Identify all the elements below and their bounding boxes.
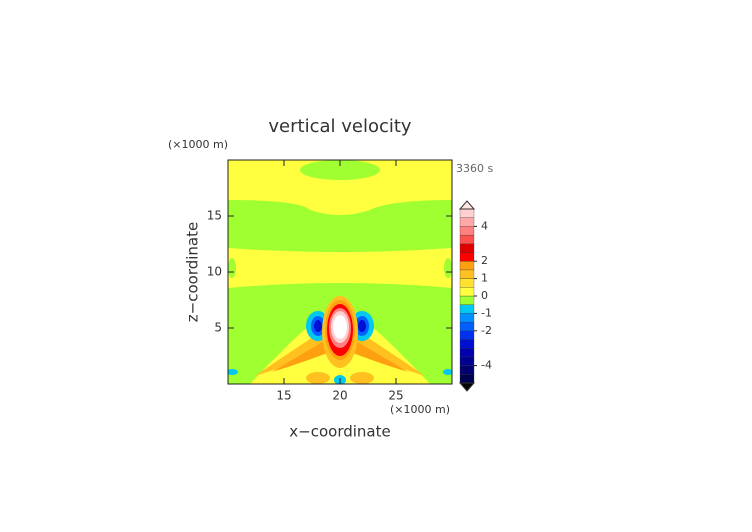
- colorbar-segment: [459, 252, 475, 262]
- y-unit-label: (×1000 m): [168, 138, 228, 151]
- chart-title: vertical velocity: [268, 116, 412, 137]
- x-tick-label: 20: [332, 389, 347, 403]
- colorbar-segment: [459, 278, 475, 288]
- x-tick-label: 15: [276, 389, 291, 403]
- colorbar-tick-label: 2: [481, 254, 488, 267]
- colorbar-segment: [459, 269, 475, 279]
- colorbar-segment: [459, 348, 475, 358]
- colorbar-segment: [459, 313, 475, 323]
- colorbar-tick-label: 0: [481, 289, 488, 302]
- colorbar-segment: [459, 243, 475, 253]
- colorbar-segment: [459, 304, 475, 314]
- x-unit-label: (×1000 m): [390, 403, 450, 416]
- colorbar-segment: [459, 321, 475, 331]
- colorbar-segment: [459, 295, 475, 305]
- colorbar-tick-label: -1: [481, 306, 492, 319]
- colorbar-extend-low: [458, 382, 476, 392]
- x-axis-label: x−coordinate: [289, 423, 390, 441]
- colorbar-tick-label: 1: [481, 272, 488, 285]
- colorbar-segment: [459, 339, 475, 349]
- x-tick-label: 25: [388, 389, 403, 403]
- colorbar-tick-label: 4: [481, 219, 488, 232]
- y-axis-label: z−coordinate: [184, 222, 202, 322]
- colorbar-tick-label: -2: [481, 324, 492, 337]
- time-label: 3360 s: [456, 162, 493, 175]
- y-tick-label: 15: [207, 209, 222, 223]
- colorbar-segment: [459, 226, 475, 236]
- colorbar-segment: [459, 374, 475, 384]
- colorbar-segment: [459, 217, 475, 227]
- colorbar-segment: [459, 208, 475, 218]
- colorbar-tick-label: -4: [481, 359, 492, 372]
- colorbar-segment: [459, 330, 475, 340]
- colorbar-extend-high: [458, 200, 476, 210]
- colorbar-segment: [459, 287, 475, 297]
- colorbar-segment: [459, 261, 475, 271]
- contour-field: [228, 160, 452, 384]
- y-tick-label: 10: [207, 265, 222, 279]
- colorbar-segment: [459, 365, 475, 375]
- y-tick-label: 5: [214, 321, 222, 335]
- colorbar-segment: [459, 234, 475, 244]
- colorbar-segment: [459, 356, 475, 366]
